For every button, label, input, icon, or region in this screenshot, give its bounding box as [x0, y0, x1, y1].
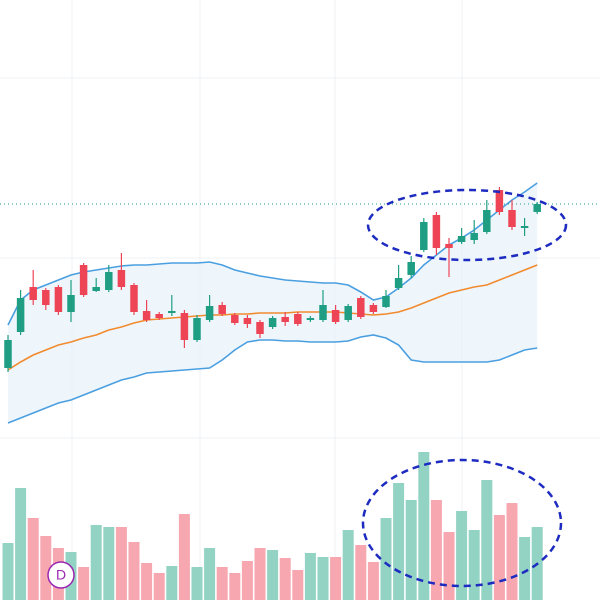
volume-bar [342, 530, 354, 600]
volume-bar [330, 557, 342, 600]
candle-body [105, 272, 113, 290]
candle-body [243, 318, 252, 324]
candle-body [432, 215, 441, 248]
candle-body [268, 318, 277, 327]
candle-body [205, 306, 214, 320]
volume-bar [178, 514, 190, 600]
volume-bar [367, 562, 379, 600]
volume-bar [456, 511, 468, 600]
volume-bar [229, 573, 241, 600]
candle-body [180, 313, 189, 340]
candle-body [281, 317, 289, 322]
volume-bar [267, 550, 279, 600]
plot [0, 182, 600, 600]
candle-body [394, 278, 403, 288]
candle-body [29, 287, 37, 300]
dividend-marker[interactable] [47, 561, 75, 589]
volume-bar [418, 452, 430, 600]
volume-bar [166, 566, 178, 600]
volume-bar [493, 515, 505, 600]
volume-bar [519, 537, 531, 600]
candle-body [420, 222, 428, 250]
volume-bar [380, 518, 392, 600]
moving-average [7, 264, 538, 371]
volume-bar [405, 500, 417, 600]
candle-body [306, 318, 315, 320]
candle-body [193, 318, 201, 340]
volume-bar [204, 548, 216, 600]
candle-body [533, 204, 541, 212]
volume-bar [153, 573, 165, 600]
volume-bar [216, 567, 228, 600]
highlight-ellipse [361, 458, 563, 588]
candle-body [331, 310, 340, 322]
candle-body [218, 305, 226, 314]
volume-bar [141, 563, 153, 600]
volume-bar [506, 503, 518, 600]
candle-body [42, 290, 50, 305]
candle-body [508, 210, 516, 227]
band-fill [8, 183, 538, 423]
candle-body [92, 287, 100, 291]
candle-body [4, 340, 12, 368]
candle-body [344, 306, 352, 320]
volume-bar [115, 527, 127, 600]
marker-label: D [56, 567, 66, 583]
candle-body [470, 233, 478, 240]
volume-bar [241, 561, 253, 600]
candle-body [483, 210, 491, 232]
candle-body [67, 295, 75, 312]
volume-bar [128, 542, 140, 600]
volume-bar [2, 543, 14, 600]
volume-bar [430, 500, 442, 600]
volume-bar [355, 545, 367, 600]
volume-bar [191, 567, 203, 600]
highlight-ellipse [366, 188, 568, 262]
candle-body [457, 236, 466, 242]
candle-body [445, 244, 453, 248]
volume-bar [304, 553, 316, 600]
volume-bar [90, 525, 102, 600]
candle-body [168, 311, 176, 313]
volume-bar [468, 530, 480, 600]
volume-bar [279, 558, 291, 600]
candle-body [155, 314, 163, 318]
volume-bar [254, 548, 266, 600]
candle-body [495, 190, 504, 212]
candle-body [369, 305, 378, 312]
candle-body [520, 226, 529, 228]
candle-body [231, 315, 239, 323]
candle-body [117, 270, 126, 287]
candle-body [294, 314, 302, 324]
candle-body [357, 298, 365, 317]
volume-bar [443, 532, 455, 600]
volume-bar [78, 567, 90, 600]
candle-body [319, 305, 327, 320]
lower-band [7, 334, 538, 424]
candle-body [54, 287, 63, 312]
candle-body [142, 311, 151, 320]
candle-body [256, 322, 264, 334]
volume-bar [393, 483, 405, 600]
volume-bar [15, 488, 27, 600]
volume-bar [292, 570, 304, 600]
volume-bar [103, 527, 115, 600]
candle-body [16, 298, 25, 332]
candle-body [79, 265, 88, 295]
candle-body [407, 262, 415, 275]
volume-bar [317, 557, 329, 600]
volume-bar [40, 536, 52, 600]
volume-bar [481, 480, 493, 600]
candle-body [382, 296, 390, 307]
volume-bar [27, 518, 39, 600]
candle-body [130, 285, 138, 312]
